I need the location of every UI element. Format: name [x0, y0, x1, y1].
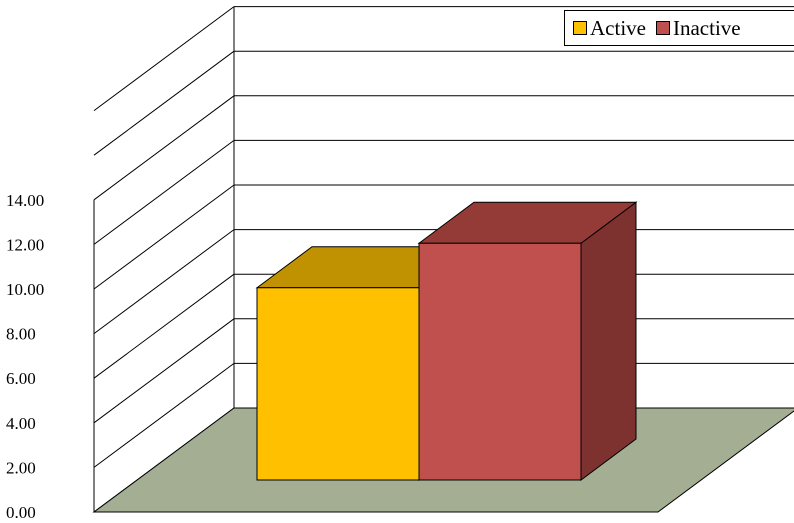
legend-label-inactive: Inactive [672, 15, 741, 40]
gridline-diagonal [93, 362, 235, 468]
y-tick-label: 0.00 [6, 503, 36, 522]
bar-inactive [417, 201, 638, 481]
legend-item-active: Active [573, 16, 646, 41]
gridline-diagonal [93, 273, 235, 379]
gridline-diagonal [93, 184, 235, 290]
chart-bars [255, 201, 638, 481]
legend-item-inactive: Inactive [655, 15, 741, 41]
gridline-diagonal [93, 318, 235, 424]
y-tick-label: 12.00 [6, 235, 44, 254]
y-tick-label: 2.00 [6, 458, 36, 477]
legend-swatch-inactive [655, 21, 670, 35]
gridline-diagonal [93, 139, 235, 245]
bar-side-face [580, 201, 637, 481]
gridline-diagonal [93, 6, 235, 112]
gridline-diagonal [93, 95, 235, 201]
y-tick-label: 10.00 [6, 280, 44, 299]
bar-front-face [418, 242, 582, 481]
y-tick-label: 4.00 [6, 414, 36, 433]
bar-front-face [256, 287, 420, 481]
y-axis-tick-labels: 0.00 2.00 4.00 6.00 8.00 10.00 12.00 14.00 [6, 191, 44, 522]
y-tick-label: 6.00 [6, 369, 36, 388]
y-tick-label: 8.00 [6, 325, 36, 344]
gridline-diagonal [93, 229, 235, 335]
gridline-diagonal [93, 50, 235, 156]
chart-legend: Active Inactive [564, 10, 794, 46]
legend-swatch-active [573, 21, 587, 35]
y-tick-label: 14.00 [6, 191, 44, 210]
legend-label-active: Active [590, 15, 646, 40]
